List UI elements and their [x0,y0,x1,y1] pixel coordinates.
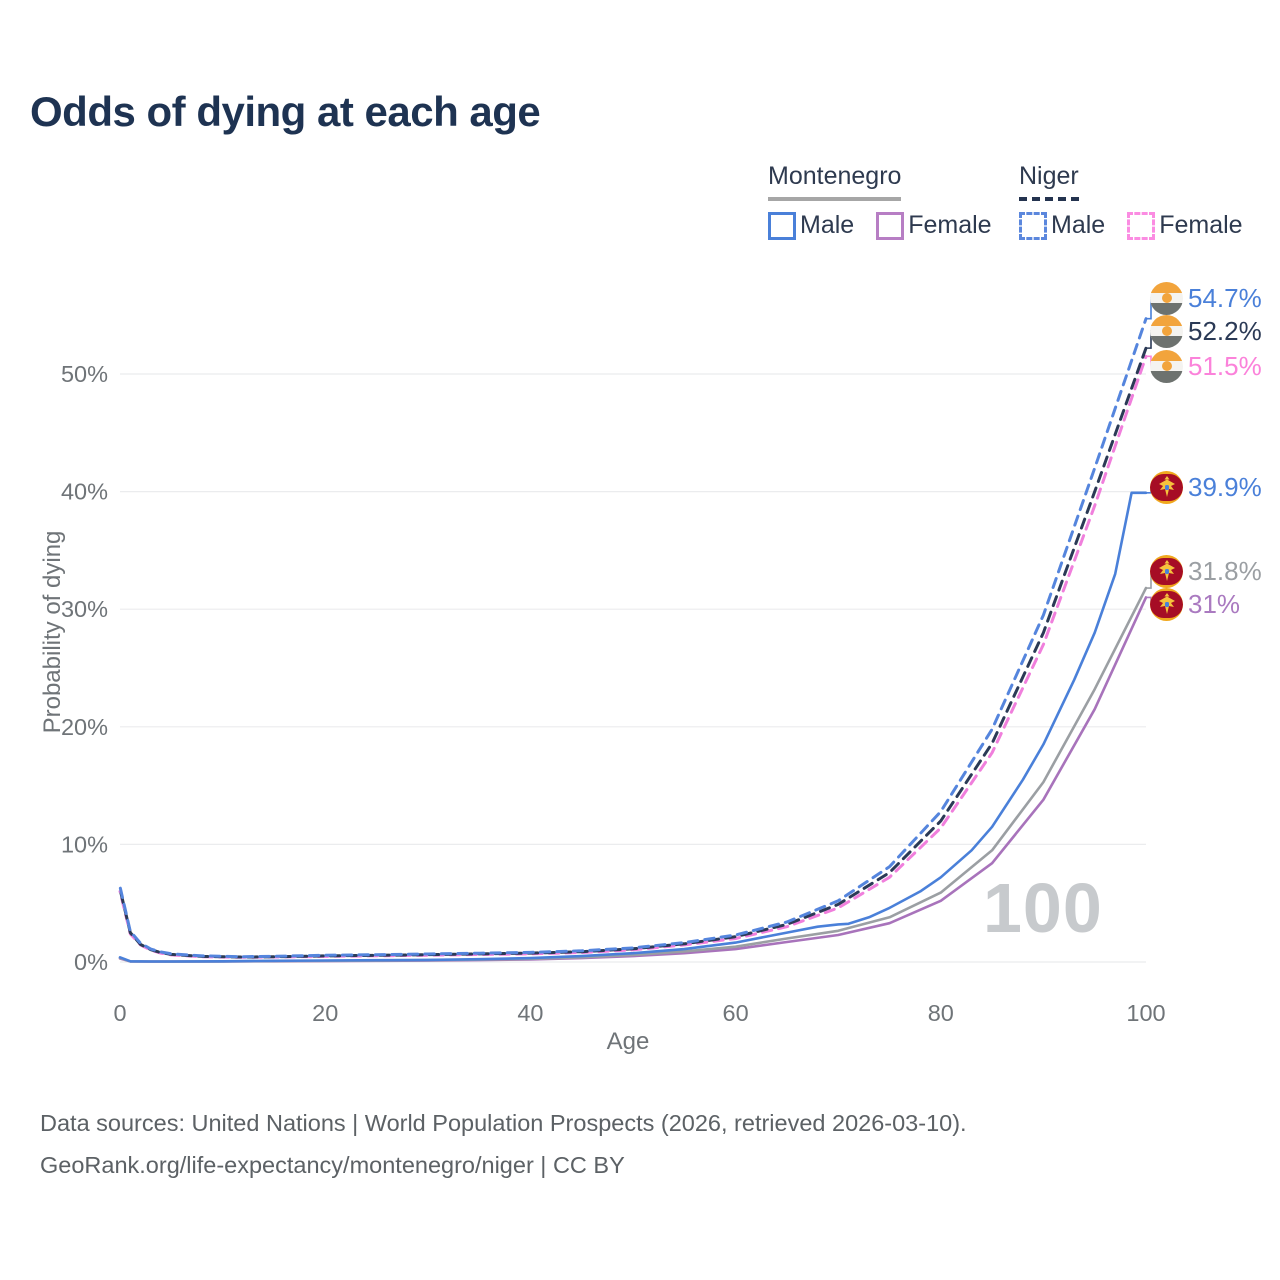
x-tick-label: 20 [312,1000,338,1026]
montenegro-flag-icon [1150,470,1183,504]
niger-flag-icon [1150,281,1183,315]
legend-item-niger-male[interactable]: Male [1019,211,1105,240]
legend-header-niger: Niger [1019,162,1079,201]
montenegro-flag-icon [1150,554,1183,588]
legend-label: Male [800,211,855,239]
montenegro-male-swatch-icon [768,211,796,240]
legend-header-montenegro: Montenegro [768,162,902,201]
end-label-niger-female: 51.5% [1150,349,1262,383]
legend-label: Male [1051,211,1106,239]
x-tick-label: 60 [723,1000,749,1026]
end-label-montenegro-female: 31% [1150,587,1240,621]
hover-age-watermark: 100 [983,869,1103,947]
montenegro-female-swatch-icon [876,211,905,240]
series-line-montenegro-male[interactable] [118,491,1148,963]
legend-label: Female [1159,211,1243,239]
y-axis-title: Probability of dying [39,530,66,734]
legend-item-montenegro-female[interactable]: Female [876,211,992,240]
page-title: Odds of dying at each age [30,88,541,135]
x-tick-label: 0 [113,1000,126,1026]
footer: Data sources: United Nations | World Pop… [40,1102,967,1186]
series-line-niger-male[interactable] [118,317,1148,959]
end-label-value: 31% [1188,588,1241,619]
legend-item-montenegro-male[interactable]: Male [768,211,854,240]
end-label-niger-male: 54.7% [1150,281,1262,315]
end-label-value: 52.2% [1188,315,1262,346]
montenegro-flag-icon [1150,587,1183,621]
niger-female-swatch-icon [1127,211,1156,240]
y-tick-label: 50% [61,361,108,387]
y-tick-label: 30% [61,596,108,622]
niger-male-swatch-icon [1019,211,1047,240]
y-tick-label: 40% [61,479,108,505]
legend-group-niger: Niger Male Female [1019,162,1243,240]
x-tick-label: 80 [928,1000,954,1026]
y-tick-label: 20% [61,714,108,740]
series-line-niger-both[interactable] [118,346,1148,959]
niger-flag-icon [1150,314,1183,348]
end-label-value: 39.9% [1188,471,1262,502]
end-label-value: 31.8% [1188,555,1262,586]
x-axis-title: Age [606,1028,650,1055]
legend-label: Female [908,211,992,239]
end-label-montenegro-both: 31.8% [1150,554,1262,588]
data-source-line: Data sources: United Nations | World Pop… [40,1110,967,1136]
attribution-line: GeoRank.org/life-expectancy/montenegro/n… [40,1152,625,1178]
legend-item-niger-female[interactable]: Female [1127,211,1243,240]
end-label-niger-both: 52.2% [1150,314,1262,348]
x-tick-label: 100 [1126,1000,1165,1026]
x-tick-label: 40 [517,1000,543,1026]
niger-flag-icon [1150,349,1183,383]
legend-group-montenegro: Montenegro Male Female [768,162,992,240]
y-tick-label: 10% [61,831,108,857]
end-label-montenegro-male: 39.9% [1150,470,1262,504]
y-tick-label: 0% [74,949,108,975]
end-label-value: 54.7% [1188,282,1262,313]
end-label-value: 51.5% [1188,350,1262,381]
